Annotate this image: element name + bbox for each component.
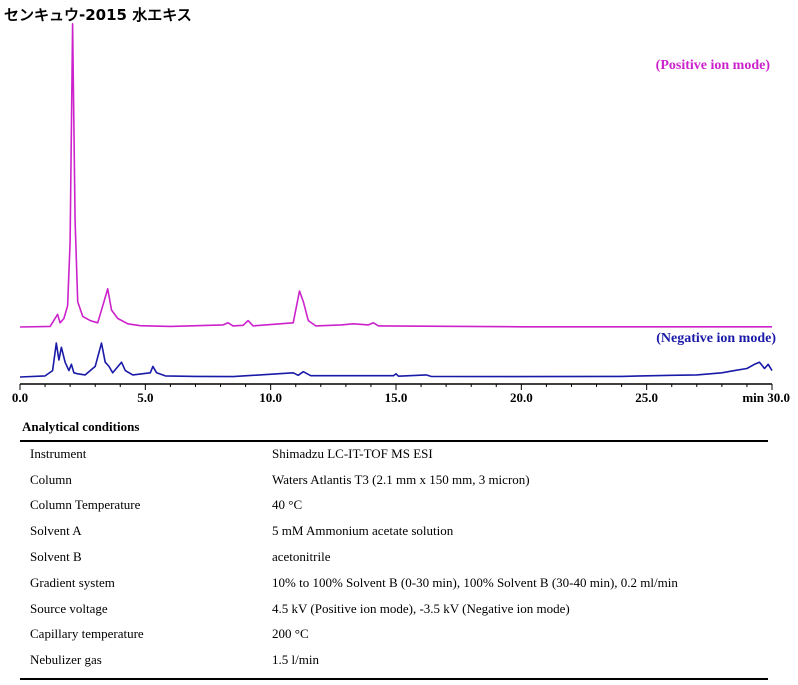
- table-row: Column Waters Atlantis T3 (2.1 mm x 150 m…: [20, 467, 768, 493]
- table-row: Nebulizer gas 1.5 l/min: [20, 647, 768, 673]
- table-row: Solvent B acetonitrile: [20, 544, 768, 570]
- condition-value: 5 mM Ammonium acetate solution: [272, 523, 454, 539]
- table-row: Source voltage 4.5 kV (Positive ion mode)…: [20, 596, 768, 622]
- condition-key: Gradient system: [30, 574, 115, 590]
- x-tick-label: 20.0: [510, 390, 533, 405]
- x-tick-label: 25.0: [635, 390, 658, 405]
- condition-value: 40 °C: [272, 497, 303, 513]
- x-tick-label: 10.0: [259, 390, 282, 405]
- table-bottom-rule: [20, 678, 768, 680]
- condition-value: 1.5 l/min: [272, 652, 319, 668]
- series-layer: [19, 23, 773, 378]
- series-label-negative: (Negative ion mode): [656, 331, 776, 346]
- conditions-table: Instrument Shimadzu LC-IT-TOF MS ESI Colum…: [20, 441, 768, 673]
- chromatogram-chart: 0.0 5.0 10.0 15.0 20.0 25.0 min 30.0: [12, 23, 790, 405]
- x-axis: 0.0 5.0 10.0 15.0 20.0 25.0 min 30.0: [12, 383, 790, 405]
- condition-key: Instrument: [30, 445, 87, 461]
- condition-key: Source voltage: [30, 600, 108, 616]
- table-row: Column Temperature 40 °C: [20, 493, 768, 519]
- chart-title: センキュウ-2015 水エキス: [4, 6, 192, 24]
- x-tick-label: min 30.0: [742, 390, 790, 405]
- condition-value: Shimadzu LC-IT-TOF MS ESI: [272, 445, 433, 461]
- condition-value: acetonitrile: [272, 549, 331, 565]
- condition-key: Solvent B: [30, 549, 82, 565]
- condition-value: Waters Atlantis T3 (2.1 mm x 150 mm, 3 m…: [272, 471, 530, 487]
- x-tick-label: 0.0: [12, 390, 28, 405]
- table-row: Instrument Shimadzu LC-IT-TOF MS ESI: [20, 441, 768, 467]
- conditions-heading: Analytical conditions: [22, 419, 140, 434]
- positive-ion-trace: [19, 23, 772, 328]
- condition-value: 10% to 100% Solvent B (0-30 min), 100% S…: [272, 574, 678, 590]
- table-row: Gradient system 10% to 100% Solvent B (0-…: [20, 570, 768, 596]
- x-tick-label: 15.0: [385, 390, 408, 405]
- condition-key: Column: [30, 471, 72, 487]
- negative-ion-trace: [19, 342, 773, 378]
- condition-key: Nebulizer gas: [30, 652, 102, 668]
- table-top-rule: [20, 440, 768, 442]
- condition-key: Solvent A: [30, 523, 82, 539]
- table-row: Capillary temperature 200 °C: [20, 622, 768, 648]
- condition-value: 4.5 kV (Positive ion mode), -3.5 kV (Neg…: [272, 600, 570, 616]
- condition-value: 200 °C: [272, 626, 309, 642]
- condition-key: Capillary temperature: [30, 626, 144, 642]
- series-label-positive: (Positive ion mode): [655, 58, 770, 73]
- x-tick-label: 5.0: [137, 390, 153, 405]
- condition-key: Column Temperature: [30, 497, 141, 513]
- table-row: Solvent A 5 mM Ammonium acetate solution: [20, 518, 768, 544]
